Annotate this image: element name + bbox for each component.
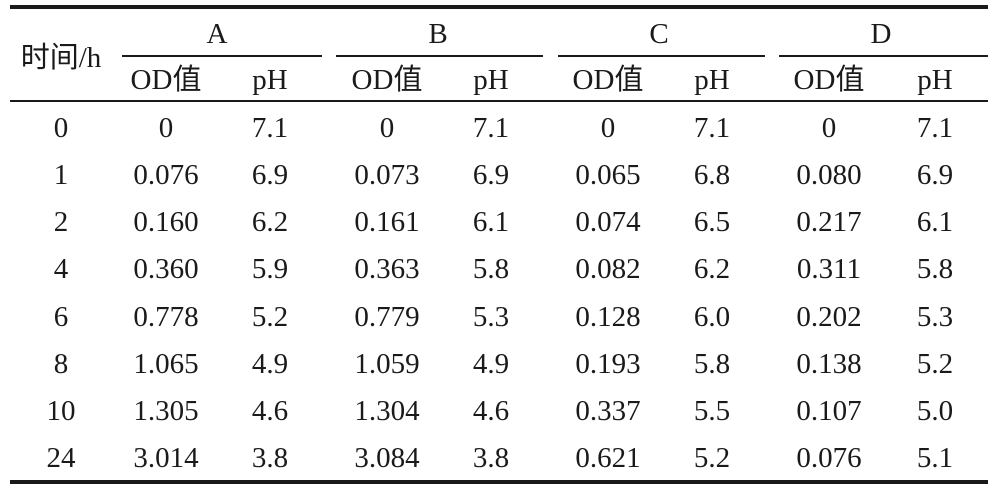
od-value-cell: 0.160 <box>133 206 199 238</box>
od-value-cell: 0.621 <box>575 442 641 474</box>
top-rule <box>10 5 988 9</box>
group-rule-a <box>122 55 322 57</box>
ph-value-cell: 5.0 <box>916 395 954 427</box>
od-value-cell: 0.360 <box>133 253 199 285</box>
od-value-cell: 0.161 <box>354 206 420 238</box>
od-value-cell: 0 <box>821 112 837 144</box>
ph-value-cell: 3.8 <box>251 442 289 474</box>
od-value-cell: 0.363 <box>354 253 420 285</box>
ph-value-cell: 5.1 <box>916 442 954 474</box>
ph-value-cell: 5.8 <box>693 348 731 380</box>
ph-value-cell: 6.8 <box>693 159 731 191</box>
ph-header: pH <box>252 64 288 96</box>
od-value-cell: 0.311 <box>796 253 862 285</box>
od-header: OD值 <box>572 64 644 96</box>
time-cell: 4 <box>53 253 69 285</box>
ph-value-cell: 5.2 <box>916 348 954 380</box>
ph-header: pH <box>473 64 509 96</box>
ph-value-cell: 6.9 <box>472 159 510 191</box>
ph-value-cell: 5.3 <box>472 301 510 333</box>
ph-value-cell: 7.1 <box>916 112 954 144</box>
od-value-cell: 3.014 <box>133 442 199 474</box>
ph-value-cell: 6.9 <box>251 159 289 191</box>
ph-header: pH <box>917 64 953 96</box>
od-value-cell: 0.202 <box>796 301 862 333</box>
time-cell: 10 <box>46 395 76 427</box>
od-value-cell: 0.074 <box>575 206 641 238</box>
od-value-cell: 0 <box>158 112 174 144</box>
ph-value-cell: 6.1 <box>916 206 954 238</box>
ph-value-cell: 5.3 <box>916 301 954 333</box>
od-value-cell: 0.076 <box>133 159 199 191</box>
time-cell: 1 <box>53 159 69 191</box>
od-value-cell: 0 <box>600 112 616 144</box>
bottom-rule <box>10 480 988 484</box>
od-value-cell: 0.779 <box>354 301 420 333</box>
ph-value-cell: 6.2 <box>693 253 731 285</box>
time-cell: 2 <box>53 206 69 238</box>
group-header-b: B <box>428 18 448 50</box>
ph-value-cell: 6.9 <box>916 159 954 191</box>
group-header-c: C <box>649 18 669 50</box>
od-value-cell: 1.059 <box>354 348 420 380</box>
od-header: OD值 <box>351 64 423 96</box>
ph-value-cell: 7.1 <box>693 112 731 144</box>
ph-header: pH <box>694 64 730 96</box>
ph-value-cell: 4.9 <box>251 348 289 380</box>
ph-value-cell: 4.6 <box>251 395 289 427</box>
ph-value-cell: 6.5 <box>693 206 731 238</box>
od-value-cell: 0.107 <box>796 395 862 427</box>
ph-value-cell: 7.1 <box>251 112 289 144</box>
od-value-cell: 0.076 <box>796 442 862 474</box>
group-rule-d <box>779 55 988 57</box>
od-value-cell: 3.084 <box>354 442 420 474</box>
od-value-cell: 1.065 <box>133 348 199 380</box>
ph-value-cell: 3.8 <box>472 442 510 474</box>
od-header: OD值 <box>793 64 865 96</box>
od-header: OD值 <box>130 64 202 96</box>
group-rule-c <box>558 55 765 57</box>
od-value-cell: 1.304 <box>354 395 420 427</box>
od-value-cell: 0.778 <box>133 301 199 333</box>
time-cell: 24 <box>46 442 76 474</box>
header-bottom-rule <box>10 100 988 102</box>
od-value-cell: 0 <box>379 112 395 144</box>
od-value-cell: 1.305 <box>133 395 199 427</box>
od-value-cell: 0.073 <box>354 159 420 191</box>
od-value-cell: 0.082 <box>575 253 641 285</box>
od-value-cell: 0.138 <box>796 348 862 380</box>
ph-value-cell: 6.2 <box>251 206 289 238</box>
ph-value-cell: 4.9 <box>472 348 510 380</box>
group-rule-b <box>336 55 543 57</box>
ph-value-cell: 5.9 <box>251 253 289 285</box>
ph-value-cell: 5.5 <box>693 395 731 427</box>
time-cell: 0 <box>53 112 69 144</box>
time-cell: 6 <box>53 301 69 333</box>
od-value-cell: 0.065 <box>575 159 641 191</box>
ph-value-cell: 5.8 <box>472 253 510 285</box>
ph-value-cell: 5.2 <box>693 442 731 474</box>
od-value-cell: 0.217 <box>796 206 862 238</box>
od-value-cell: 0.080 <box>796 159 862 191</box>
ph-value-cell: 5.8 <box>916 253 954 285</box>
ph-value-cell: 7.1 <box>472 112 510 144</box>
time-cell: 8 <box>53 348 69 380</box>
od-value-cell: 0.337 <box>575 395 641 427</box>
group-header-a: A <box>206 18 228 50</box>
ph-value-cell: 5.2 <box>251 301 289 333</box>
ph-value-cell: 4.6 <box>472 395 510 427</box>
group-header-d: D <box>870 18 892 50</box>
od-value-cell: 0.128 <box>575 301 641 333</box>
od-value-cell: 0.193 <box>575 348 641 380</box>
ph-value-cell: 6.0 <box>693 301 731 333</box>
time-header: 时间/h <box>20 42 102 74</box>
ph-value-cell: 6.1 <box>472 206 510 238</box>
